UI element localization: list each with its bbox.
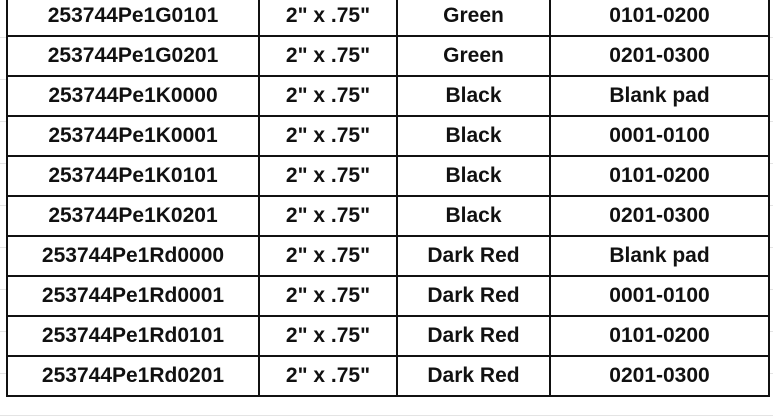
table-row: 253744Pe1Rd0001 2" x .75" Dark Red 0001-010… [6,275,770,317]
color-cell[interactable]: Black [396,155,551,197]
table-body: 253744Pe1G0101 2" x .75" Green 0101-0200 253… [6,0,770,397]
sku-cell[interactable]: 253744Pe1Rd0001 [6,275,260,317]
table-row: 253744Pe1K0000 2" x .75" Black Blank pad [6,75,770,117]
size-cell[interactable]: 2" x .75" [258,0,398,37]
color-cell[interactable]: Black [396,115,551,157]
sku-cell[interactable]: 253744Pe1K0101 [6,155,260,197]
range-cell[interactable]: 0101-0200 [549,315,770,357]
color-cell[interactable]: Dark Red [396,355,551,397]
size-cell[interactable]: 2" x .75" [258,355,398,397]
table-row: 253744Pe1K0001 2" x .75" Black 0001-0100 [6,115,770,157]
color-cell[interactable]: Dark Red [396,235,551,277]
product-table: 253744Pe1G0101 2" x .75" Green 0101-0200 253… [6,0,770,397]
range-cell[interactable]: 0101-0200 [549,0,770,37]
range-cell[interactable]: 0201-0300 [549,195,770,237]
size-cell[interactable]: 2" x .75" [258,35,398,77]
color-cell[interactable]: Black [396,195,551,237]
range-cell[interactable]: 0201-0300 [549,355,770,397]
table-row: 253744Pe1K0101 2" x .75" Black 0101-0200 [6,155,770,197]
sku-cell[interactable]: 253744Pe1K0000 [6,75,260,117]
range-cell[interactable]: 0001-0100 [549,275,770,317]
table-row: 253744Pe1G0101 2" x .75" Green 0101-0200 [6,0,770,37]
range-cell[interactable]: Blank pad [549,75,770,117]
color-cell[interactable]: Green [396,0,551,37]
color-cell[interactable]: Black [396,75,551,117]
table-row: 253744Pe1Rd0101 2" x .75" Dark Red 0101-020… [6,315,770,357]
color-cell[interactable]: Dark Red [396,315,551,357]
sku-cell[interactable]: 253744Pe1K0201 [6,195,260,237]
size-cell[interactable]: 2" x .75" [258,195,398,237]
range-cell[interactable]: 0101-0200 [549,155,770,197]
table-row: 253744Pe1K0201 2" x .75" Black 0201-0300 [6,195,770,237]
size-cell[interactable]: 2" x .75" [258,115,398,157]
table-row: 253744Pe1Rd0201 2" x .75" Dark Red 0201-030… [6,355,770,397]
size-cell[interactable]: 2" x .75" [258,155,398,197]
sku-cell[interactable]: 253744Pe1G0201 [6,35,260,77]
range-cell[interactable]: Blank pad [549,235,770,277]
sku-cell[interactable]: 253744Pe1Rd0000 [6,235,260,277]
size-cell[interactable]: 2" x .75" [258,75,398,117]
sku-cell[interactable]: 253744Pe1K0001 [6,115,260,157]
range-cell[interactable]: 0201-0300 [549,35,770,77]
table-row: 253744Pe1G0201 2" x .75" Green 0201-0300 [6,35,770,77]
table-row: 253744Pe1Rd0000 2" x .75" Dark Red Blank pa… [6,235,770,277]
color-cell[interactable]: Green [396,35,551,77]
range-cell[interactable]: 0001-0100 [549,115,770,157]
sku-cell[interactable]: 253744Pe1Rd0101 [6,315,260,357]
size-cell[interactable]: 2" x .75" [258,235,398,277]
size-cell[interactable]: 2" x .75" [258,275,398,317]
sku-cell[interactable]: 253744Pe1Rd0201 [6,355,260,397]
sku-cell[interactable]: 253744Pe1G0101 [6,0,260,37]
size-cell[interactable]: 2" x .75" [258,315,398,357]
color-cell[interactable]: Dark Red [396,275,551,317]
